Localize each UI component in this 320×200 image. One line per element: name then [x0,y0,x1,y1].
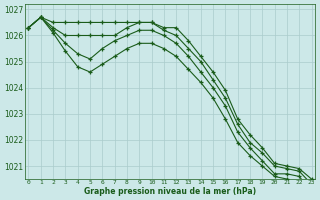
X-axis label: Graphe pression niveau de la mer (hPa): Graphe pression niveau de la mer (hPa) [84,187,256,196]
